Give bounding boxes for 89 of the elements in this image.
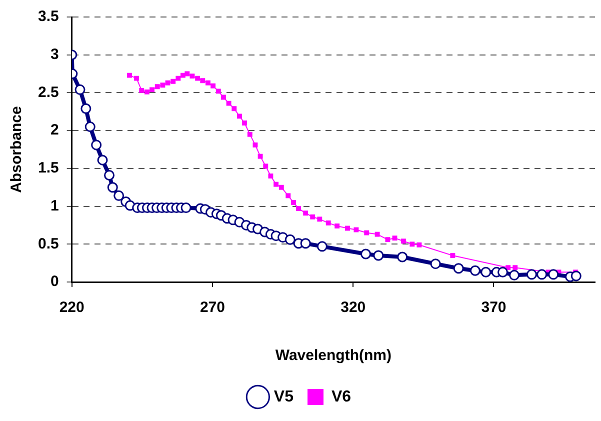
point <box>526 269 537 280</box>
y-tick-label: 3 <box>50 46 59 63</box>
point <box>296 206 302 212</box>
x-tick-label: 270 <box>200 299 225 316</box>
point <box>216 88 221 94</box>
point <box>263 164 268 169</box>
point <box>410 242 415 247</box>
point <box>364 230 370 236</box>
point <box>373 250 384 261</box>
point <box>150 87 154 92</box>
point <box>84 122 96 132</box>
point <box>512 265 518 270</box>
y-tick-label: 1 <box>50 197 59 214</box>
point <box>242 120 248 126</box>
point <box>291 200 296 205</box>
point <box>154 84 160 90</box>
point <box>284 234 296 245</box>
y-axis-title: Absorbance <box>8 106 26 193</box>
legend-label: V6 <box>332 388 352 406</box>
point <box>190 74 195 79</box>
point <box>80 103 92 114</box>
point <box>470 265 480 276</box>
point <box>536 269 548 280</box>
y-tick-label: 2 <box>50 122 59 139</box>
point <box>160 82 166 88</box>
point <box>170 78 176 84</box>
point <box>278 184 284 190</box>
point <box>392 236 398 241</box>
point <box>310 214 316 220</box>
point <box>548 269 559 280</box>
point <box>258 154 263 159</box>
x-tick-label: 370 <box>481 299 506 316</box>
point <box>360 248 372 260</box>
point <box>497 266 508 278</box>
point <box>509 270 520 280</box>
point <box>326 220 331 226</box>
point <box>206 80 210 86</box>
point <box>139 88 144 93</box>
point <box>91 140 102 150</box>
point <box>317 216 322 222</box>
point <box>345 226 350 231</box>
point <box>480 266 492 278</box>
point <box>303 210 308 216</box>
x-axis-title: Wavelength(nm) <box>275 347 392 364</box>
point <box>176 76 181 81</box>
point <box>200 78 206 84</box>
point <box>334 223 340 228</box>
point <box>237 114 242 119</box>
point <box>416 242 422 248</box>
point <box>316 241 328 252</box>
y-tick-label: 0.5 <box>38 235 59 252</box>
point <box>180 202 192 214</box>
point <box>374 232 380 237</box>
point <box>286 193 291 198</box>
point <box>354 227 359 232</box>
point <box>97 154 108 166</box>
point <box>107 182 118 193</box>
point <box>400 238 406 244</box>
point <box>268 174 274 178</box>
x-tick-label: 220 <box>59 299 84 316</box>
point <box>453 263 464 274</box>
point <box>252 142 258 148</box>
point <box>210 83 216 88</box>
point <box>274 182 279 187</box>
point <box>144 89 150 94</box>
point <box>165 80 170 86</box>
point <box>74 84 86 95</box>
y-tick-label: 3.5 <box>38 8 59 26</box>
x-tick-label: 320 <box>340 299 366 316</box>
point <box>184 71 190 76</box>
point <box>220 94 226 100</box>
point <box>104 170 115 180</box>
point <box>397 252 408 262</box>
point <box>450 253 456 258</box>
point <box>226 100 232 106</box>
point <box>114 190 124 201</box>
y-tick-label: 1.5 <box>38 160 59 177</box>
y-tick-label: 0 <box>50 273 59 290</box>
point <box>134 76 140 81</box>
y-tick-label: 2.5 <box>38 84 59 101</box>
point <box>247 132 252 137</box>
point <box>300 238 311 249</box>
point <box>430 258 441 270</box>
point <box>385 237 390 242</box>
point <box>232 106 237 112</box>
legend-label: V5 <box>274 388 294 406</box>
point <box>195 76 200 81</box>
point <box>570 270 582 282</box>
point <box>127 72 132 78</box>
